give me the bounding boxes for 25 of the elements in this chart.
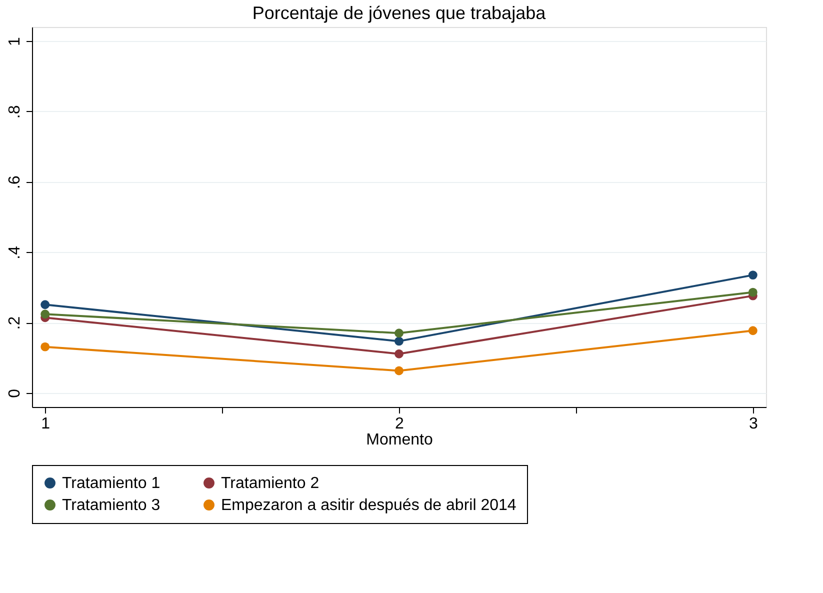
x-axis-title: Momento: [366, 432, 433, 448]
point: [394, 349, 404, 358]
point: [748, 326, 758, 336]
x-tick-label: 1: [41, 416, 50, 432]
point: [40, 310, 50, 319]
y-tick-label: .2: [6, 316, 24, 330]
point: [394, 336, 404, 346]
point: [40, 342, 50, 352]
point: [40, 300, 50, 310]
y-tick-label: .6: [6, 176, 24, 189]
x-tick-label: 3: [748, 416, 758, 432]
point: [748, 288, 758, 297]
point: [394, 328, 404, 338]
x-tick-label: 2: [395, 416, 404, 432]
y-tick-label: .8: [6, 105, 24, 119]
legend-label: Tratamiento 2: [221, 475, 320, 492]
y-tick-label: 0: [6, 388, 24, 398]
point: [394, 366, 404, 376]
y-tick-label: 1: [6, 37, 24, 46]
y-tick-label: .4: [6, 246, 24, 260]
legend-label: Empezaron a asitir después de abril 2014: [221, 497, 516, 514]
chart-title: Porcentaje de jóvenes que trabajaba: [252, 3, 547, 23]
legend-label: Tratamiento 3: [62, 497, 160, 514]
point: [748, 270, 758, 280]
legend-label: Tratamiento 1: [62, 475, 160, 492]
